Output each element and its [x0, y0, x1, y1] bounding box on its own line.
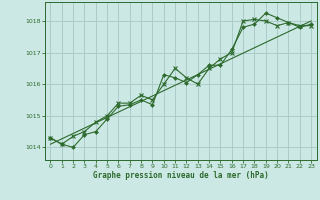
X-axis label: Graphe pression niveau de la mer (hPa): Graphe pression niveau de la mer (hPa)	[93, 171, 269, 180]
